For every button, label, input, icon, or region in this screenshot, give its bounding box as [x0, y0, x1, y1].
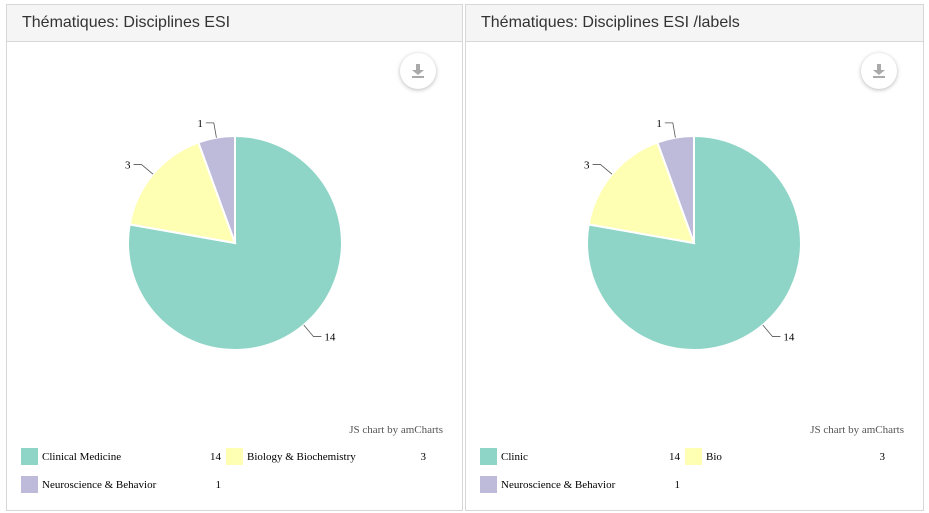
slice-value-label: 3 — [125, 160, 131, 172]
legend-swatch — [480, 448, 497, 465]
pie-slice[interactable] — [128, 141, 237, 245]
legend-label: Clinical Medicine — [42, 451, 122, 463]
legend-swatch — [480, 476, 497, 493]
slice-label-line — [592, 164, 613, 175]
chart-title: Thématiques: Disciplines ESI — [7, 5, 462, 42]
legend-value: 3 — [879, 451, 886, 463]
chart-legend: Clinic 14 Bio 3 Neuroscience & Behavior 1 — [480, 448, 900, 508]
legend-value: 1 — [215, 479, 222, 491]
legend-swatch — [226, 448, 243, 465]
legend-label: Clinic — [501, 451, 528, 463]
slice-value-label: 1 — [656, 118, 662, 130]
slice-label-line — [133, 164, 154, 175]
download-icon — [412, 64, 424, 78]
download-icon — [873, 64, 885, 78]
slice-label-line — [762, 324, 781, 337]
pie-chart: 14 3 1 — [125, 118, 343, 351]
pie-slice[interactable] — [656, 134, 695, 244]
slice-value-label: 14 — [783, 331, 795, 343]
legend-item[interactable]: Neuroscience & Behavior 1 — [21, 476, 221, 494]
legend-item[interactable]: Neuroscience & Behavior 1 — [480, 476, 680, 494]
slice-label-line — [205, 122, 217, 138]
slice-value-label: 3 — [584, 160, 590, 172]
legend-item[interactable]: Biology & Biochemistry 3 — [226, 448, 426, 466]
chart-title: Thématiques: Disciplines ESI /labels — [466, 5, 923, 42]
slice-value-label: 1 — [197, 118, 203, 130]
legend-label: Bio — [706, 451, 722, 463]
legend-label: Biology & Biochemistry — [247, 451, 356, 463]
legend-label: Neuroscience & Behavior — [42, 479, 157, 491]
legend-swatch — [21, 448, 38, 465]
amcharts-credit-link[interactable]: JS chart by amCharts — [349, 424, 443, 436]
legend-item[interactable]: Clinic 14 — [480, 448, 680, 466]
chart-area: 14 3 1 JS chart by amCharts Clinical Medic… — [7, 43, 462, 510]
export-button[interactable] — [861, 53, 897, 89]
chart-panel-1: Thématiques: Disciplines ESI 14 3 1 JS cha… — [6, 4, 463, 511]
legend-value: 1 — [674, 479, 681, 491]
pie-chart: 14 3 1 — [584, 118, 802, 351]
amcharts-credit-link[interactable]: JS chart by amCharts — [810, 424, 904, 436]
legend-swatch — [685, 448, 702, 465]
export-button[interactable] — [400, 53, 436, 89]
chart-area: 14 3 1 JS chart by amCharts Clinic 14 Bio 3 Ne… — [466, 43, 923, 510]
chart-legend: Clinical Medicine 14 Biology & Biochemistr… — [21, 448, 441, 508]
pie-slice[interactable] — [587, 141, 696, 245]
pie-slice[interactable] — [197, 134, 236, 244]
legend-value: 14 — [210, 451, 221, 463]
legend-label: Neuroscience & Behavior — [501, 479, 616, 491]
slice-label-line — [664, 122, 676, 138]
chart-panel-2: Thématiques: Disciplines ESI /labels 14 3… — [465, 4, 924, 511]
pie-slice[interactable] — [127, 134, 343, 351]
legend-item[interactable]: Bio 3 — [685, 448, 885, 466]
legend-value: 3 — [420, 451, 427, 463]
legend-swatch — [21, 476, 38, 493]
slice-value-label: 14 — [324, 331, 336, 343]
legend-value: 14 — [669, 451, 680, 463]
slice-label-line — [303, 324, 322, 337]
pie-slice[interactable] — [586, 134, 802, 351]
legend-item[interactable]: Clinical Medicine 14 — [21, 448, 221, 466]
